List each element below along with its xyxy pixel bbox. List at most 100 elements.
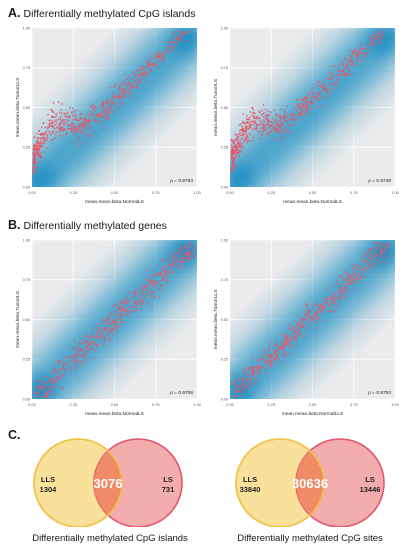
data-point: [37, 394, 39, 397]
data-point: [287, 124, 290, 127]
data-point: [383, 262, 386, 264]
data-point: [50, 392, 53, 395]
data-point: [345, 272, 348, 274]
data-point: [76, 359, 79, 361]
data-point: [41, 142, 43, 145]
data-point: [168, 41, 171, 44]
data-point: [165, 271, 168, 274]
data-point: [128, 291, 130, 294]
data-point: [248, 139, 251, 142]
data-point: [279, 136, 282, 138]
data-point: [308, 312, 311, 314]
data-point: [90, 106, 93, 109]
data-point: [355, 53, 358, 55]
data-point: [310, 99, 313, 102]
data-point: [262, 123, 265, 126]
data-point: [351, 277, 354, 280]
data-point: [55, 370, 58, 373]
data-point: [230, 171, 233, 174]
data-point: [335, 83, 337, 86]
data-point: [359, 268, 362, 271]
data-point: [290, 124, 292, 127]
data-point: [123, 80, 126, 83]
data-point: [267, 356, 270, 359]
data-point: [178, 35, 181, 38]
data-point: [357, 58, 359, 61]
data-point: [349, 73, 352, 76]
data-point: [252, 120, 254, 122]
data-point: [308, 315, 311, 318]
data-point: [33, 148, 35, 150]
data-point: [144, 289, 147, 291]
data-point: [46, 138, 49, 141]
data-point: [248, 377, 251, 379]
data-point: [140, 66, 143, 68]
data-point: [129, 86, 132, 89]
data-point: [258, 117, 261, 119]
data-point: [148, 74, 151, 77]
data-point: [120, 299, 123, 302]
data-point: [95, 336, 97, 339]
data-point: [369, 267, 372, 269]
data-point: [50, 377, 52, 380]
data-point: [275, 344, 277, 347]
data-point: [67, 361, 70, 363]
data-point: [152, 63, 154, 65]
data-point: [341, 64, 344, 66]
data-point: [117, 106, 120, 109]
data-point: [245, 118, 248, 120]
data-point: [271, 123, 273, 126]
data-point: [182, 256, 185, 259]
data-point: [115, 310, 117, 313]
data-point: [70, 367, 73, 370]
data-point: [349, 55, 351, 57]
data-point: [52, 130, 55, 133]
data-point: [100, 115, 103, 118]
data-point: [85, 131, 88, 134]
section-a-letter: A.: [8, 6, 21, 20]
data-point: [234, 133, 236, 136]
data-point: [381, 244, 384, 247]
data-point: [343, 269, 345, 272]
data-point: [264, 354, 267, 356]
data-point: [135, 77, 138, 80]
venn-right-set-name: LS: [163, 475, 173, 484]
data-point: [297, 322, 300, 325]
data-point: [100, 102, 103, 105]
data-point: [370, 41, 373, 44]
data-point: [303, 313, 306, 316]
y-axis-label: mean.mean.beta.TumorLLS: [15, 78, 21, 138]
data-point: [175, 252, 178, 255]
data-point: [320, 96, 322, 98]
data-point: [131, 83, 134, 86]
data-point: [138, 80, 141, 83]
data-point: [292, 344, 295, 347]
data-point: [108, 114, 111, 117]
data-point: [321, 304, 324, 307]
data-point: [152, 274, 155, 277]
data-point: [272, 129, 275, 132]
data-point: [105, 118, 108, 121]
data-point: [44, 126, 47, 128]
data-point: [283, 119, 286, 122]
data-point: [285, 105, 288, 108]
data-point: [361, 60, 363, 63]
data-point: [97, 327, 99, 329]
data-point: [162, 260, 165, 263]
data-point: [98, 328, 100, 331]
data-point: [54, 116, 56, 118]
data-point: [88, 110, 91, 113]
data-point: [353, 280, 356, 283]
data-point: [134, 74, 137, 76]
venn-diagram-sites: LLS 33840 LS 13446 30636: [222, 437, 402, 527]
data-point: [179, 264, 182, 266]
data-point: [313, 316, 315, 319]
data-point: [328, 298, 331, 301]
data-point: [374, 255, 377, 258]
data-point: [166, 281, 168, 284]
data-point: [319, 91, 322, 93]
data-point: [373, 241, 376, 243]
data-point: [85, 118, 87, 121]
data-point: [103, 112, 105, 114]
data-point: [375, 247, 378, 250]
